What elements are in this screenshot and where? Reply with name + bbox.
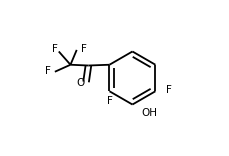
Text: F: F <box>52 44 58 54</box>
Text: F: F <box>45 66 51 76</box>
Text: F: F <box>107 96 113 106</box>
Text: OH: OH <box>141 108 157 118</box>
Text: O: O <box>76 78 84 88</box>
Text: F: F <box>81 44 87 54</box>
Text: F: F <box>166 85 172 95</box>
